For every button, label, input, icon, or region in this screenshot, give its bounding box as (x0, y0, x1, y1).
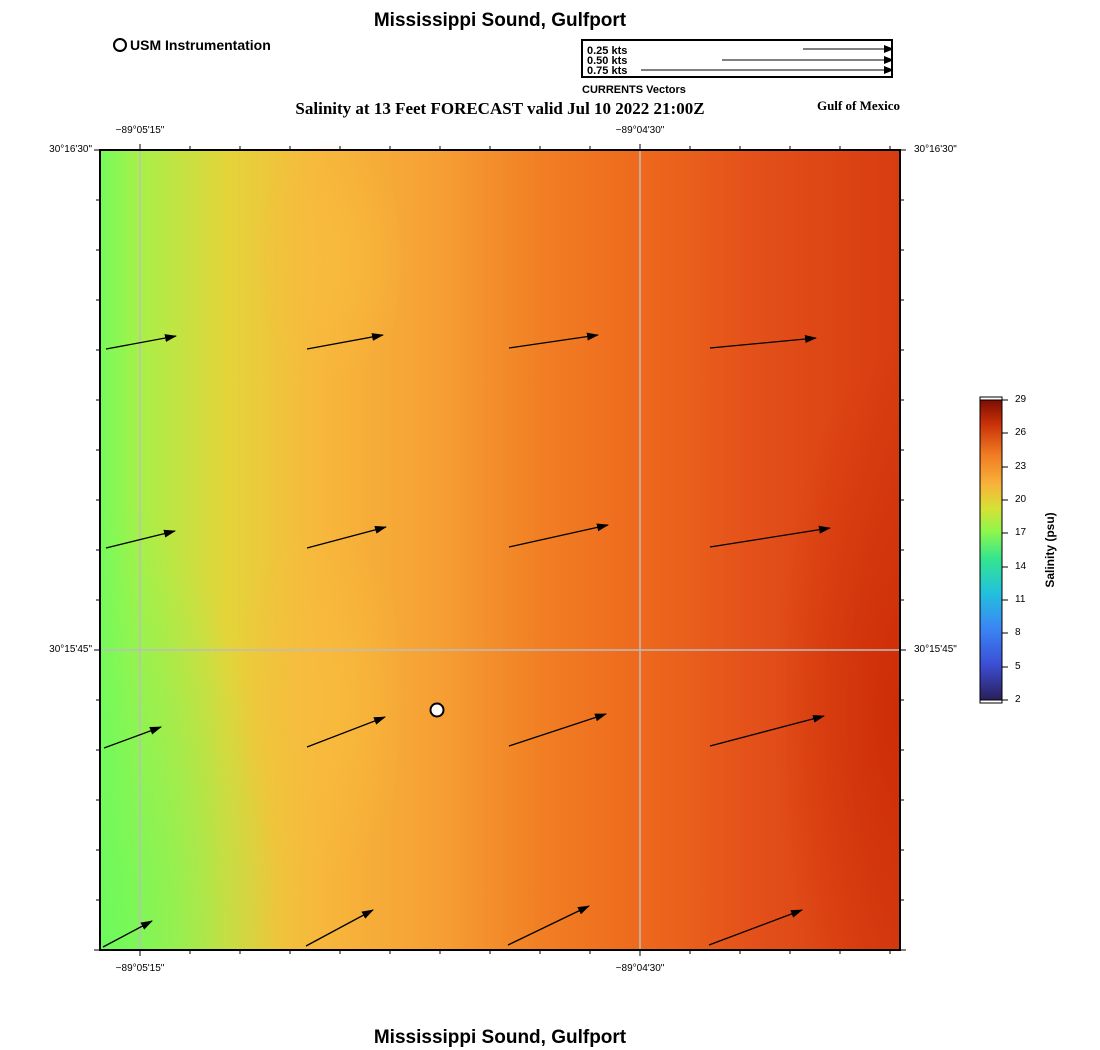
current-vector (105, 334, 177, 350)
vector-legend-arrows (641, 45, 893, 74)
salinity-field-mid-shade-1 (250, 140, 410, 380)
frame-ticks (94, 144, 906, 956)
lat-label-right-2: 30°15'45" (914, 644, 957, 655)
colorbar-bottom-cap (979, 699, 1003, 704)
current-vector (306, 525, 387, 549)
current-vector (708, 909, 803, 946)
cb-label-2: 2 (1015, 694, 1021, 705)
map-title-top: Mississippi Sound, Gulfport (373, 10, 627, 31)
current-vector (105, 529, 176, 549)
current-vector (305, 909, 374, 947)
colorbar-gradient (979, 399, 1003, 701)
lon-label-bottom-2: −89°04'30" (615, 963, 665, 974)
region-label: Gulf of Mexico (816, 98, 900, 113)
lat-label-left-2: 30°15'45" (49, 644, 92, 655)
current-vector (508, 713, 607, 747)
current-vector (507, 905, 590, 946)
current-vector (306, 333, 384, 350)
vector-legend-box: 0.25 kts 0.50 kts 0.75 kts (581, 39, 893, 78)
colorbar-title: Salinity (psu) (1043, 512, 1057, 588)
cb-label-17: 17 (1015, 527, 1027, 538)
current-vector (508, 332, 599, 349)
lon-label-top-2: −89°04'30" (615, 125, 665, 136)
cb-label-20: 20 (1015, 494, 1027, 505)
cb-label-23: 23 (1015, 461, 1027, 472)
vector-legend-label-1: 0.25 kts (587, 45, 628, 57)
current-vector (306, 716, 386, 748)
cb-label-26: 26 (1015, 427, 1027, 438)
colorbar-ticks (1002, 399, 1008, 701)
salinity-field-mid-shade-2 (230, 520, 410, 880)
station-legend-label: USM Instrumentation (130, 37, 271, 53)
lat-label-left-1: 30°16'30" (49, 144, 92, 155)
current-vector (709, 335, 817, 349)
current-vector (103, 726, 162, 749)
lat-label-right-1: 30°16'30" (914, 144, 957, 155)
cb-label-8: 8 (1015, 627, 1021, 638)
map-title-bottom: Mississippi Sound, Gulfport (373, 1027, 627, 1048)
cb-label-29: 29 (1015, 394, 1027, 405)
vector-legend-label-3: 0.75 kts (587, 65, 628, 77)
current-vector (102, 920, 153, 948)
current-vector (709, 525, 831, 548)
usm-station-marker (429, 702, 445, 718)
cb-label-11: 11 (1015, 594, 1026, 605)
current-vector (709, 714, 825, 747)
colorbar-top-cap (979, 396, 1003, 401)
cb-label-5: 5 (1015, 661, 1021, 672)
station-circle-icon (113, 38, 127, 52)
salinity-field-high-shade (620, 150, 900, 950)
map-subtitle: Salinity at 13 Feet FORECAST valid Jul 1… (295, 99, 705, 118)
station-legend: USM Instrumentation (113, 37, 271, 53)
vector-legend-caption: CURRENTS Vectors (582, 84, 686, 96)
vector-legend-label-2: 0.50 kts (587, 55, 628, 67)
cb-label-14: 14 (1015, 561, 1027, 572)
lon-label-bottom-1: −89°05'15" (115, 963, 165, 974)
current-vectors (102, 332, 831, 948)
current-vector (508, 523, 609, 548)
lon-label-top-1: −89°05'15" (115, 125, 165, 136)
